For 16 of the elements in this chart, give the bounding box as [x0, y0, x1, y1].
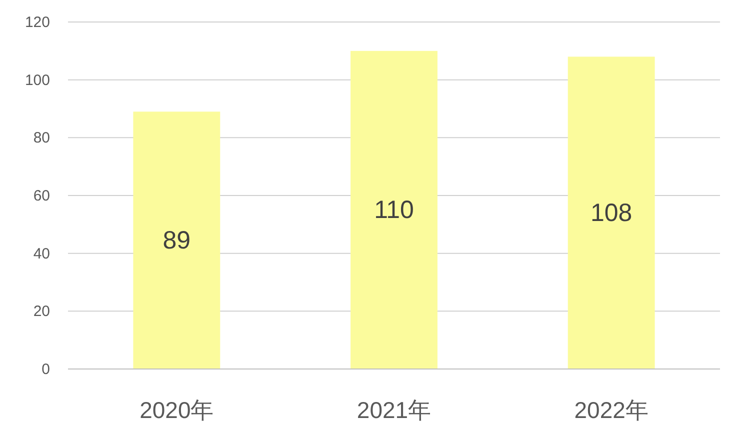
y-tick-label: 40: [33, 245, 50, 262]
x-tick-label: 2020年: [140, 397, 214, 423]
x-tick-label: 2022年: [574, 397, 648, 423]
data-label: 108: [590, 198, 632, 227]
y-tick-label: 80: [33, 130, 50, 147]
bar: [133, 112, 220, 369]
y-tick-label: 120: [24, 14, 50, 31]
y-tick-label: 0: [42, 361, 50, 378]
bar: [568, 56, 655, 369]
y-tick-label: 100: [24, 72, 50, 89]
y-tick-label: 60: [33, 188, 50, 204]
data-label: 89: [162, 226, 191, 254]
x-tick-label: 2021年: [356, 397, 432, 423]
y-tick-label: 20: [33, 303, 50, 320]
data-label: 110: [374, 196, 414, 224]
bar: [350, 50, 438, 369]
